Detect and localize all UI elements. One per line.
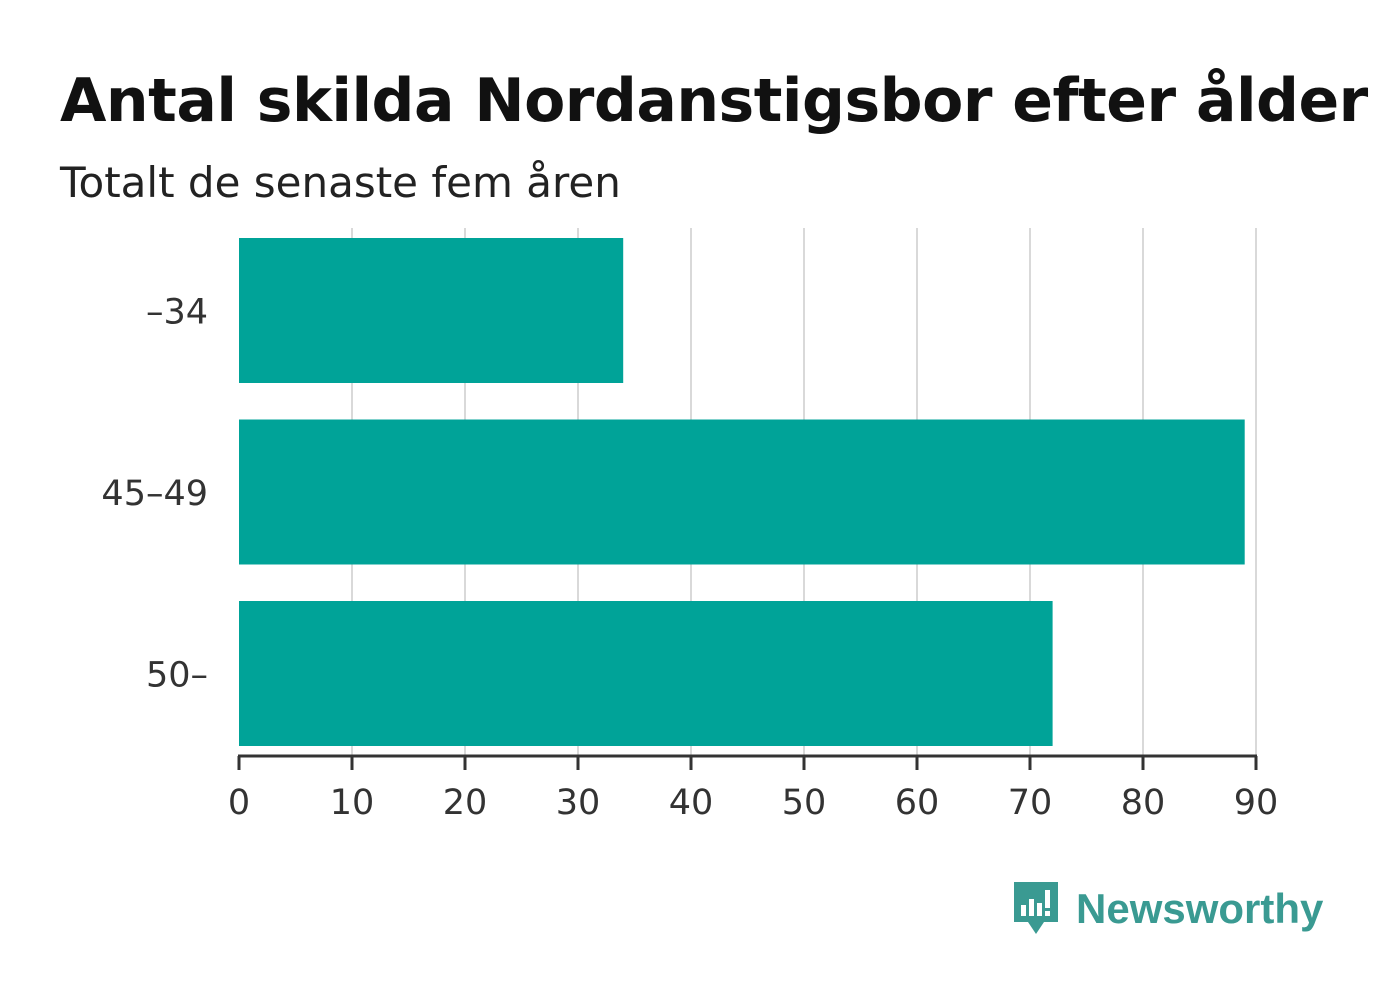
bar-0 (239, 238, 624, 383)
x-tick-label-30: 30 (556, 783, 601, 823)
x-tick-label-20: 20 (443, 783, 488, 823)
chart-title: Antal skilda Nordanstigsbor efter ålder (60, 66, 1368, 136)
brand-name: Newsworthy (1076, 885, 1324, 932)
category-label-0: –34 (146, 293, 208, 333)
x-tick-label-90: 90 (1234, 783, 1279, 823)
category-label-1: 45–49 (101, 474, 208, 514)
x-tick-label-60: 60 (895, 783, 940, 823)
newsworthy-logo-icon (1014, 882, 1058, 934)
x-tick-label-50: 50 (782, 783, 827, 823)
category-label-2: 50– (146, 656, 208, 696)
x-tick-label-10: 10 (330, 783, 375, 823)
x-tick-label-40: 40 (669, 783, 714, 823)
chart-subtitle: Totalt de senaste fem åren (60, 158, 621, 207)
x-tick-label-80: 80 (1121, 783, 1166, 823)
x-tick-label-0: 0 (228, 783, 250, 823)
brand-logo: Newsworthy (1010, 878, 1323, 940)
bar-2 (239, 601, 1053, 746)
bar-1 (239, 419, 1245, 565)
x-tick-label-70: 70 (1008, 783, 1053, 823)
